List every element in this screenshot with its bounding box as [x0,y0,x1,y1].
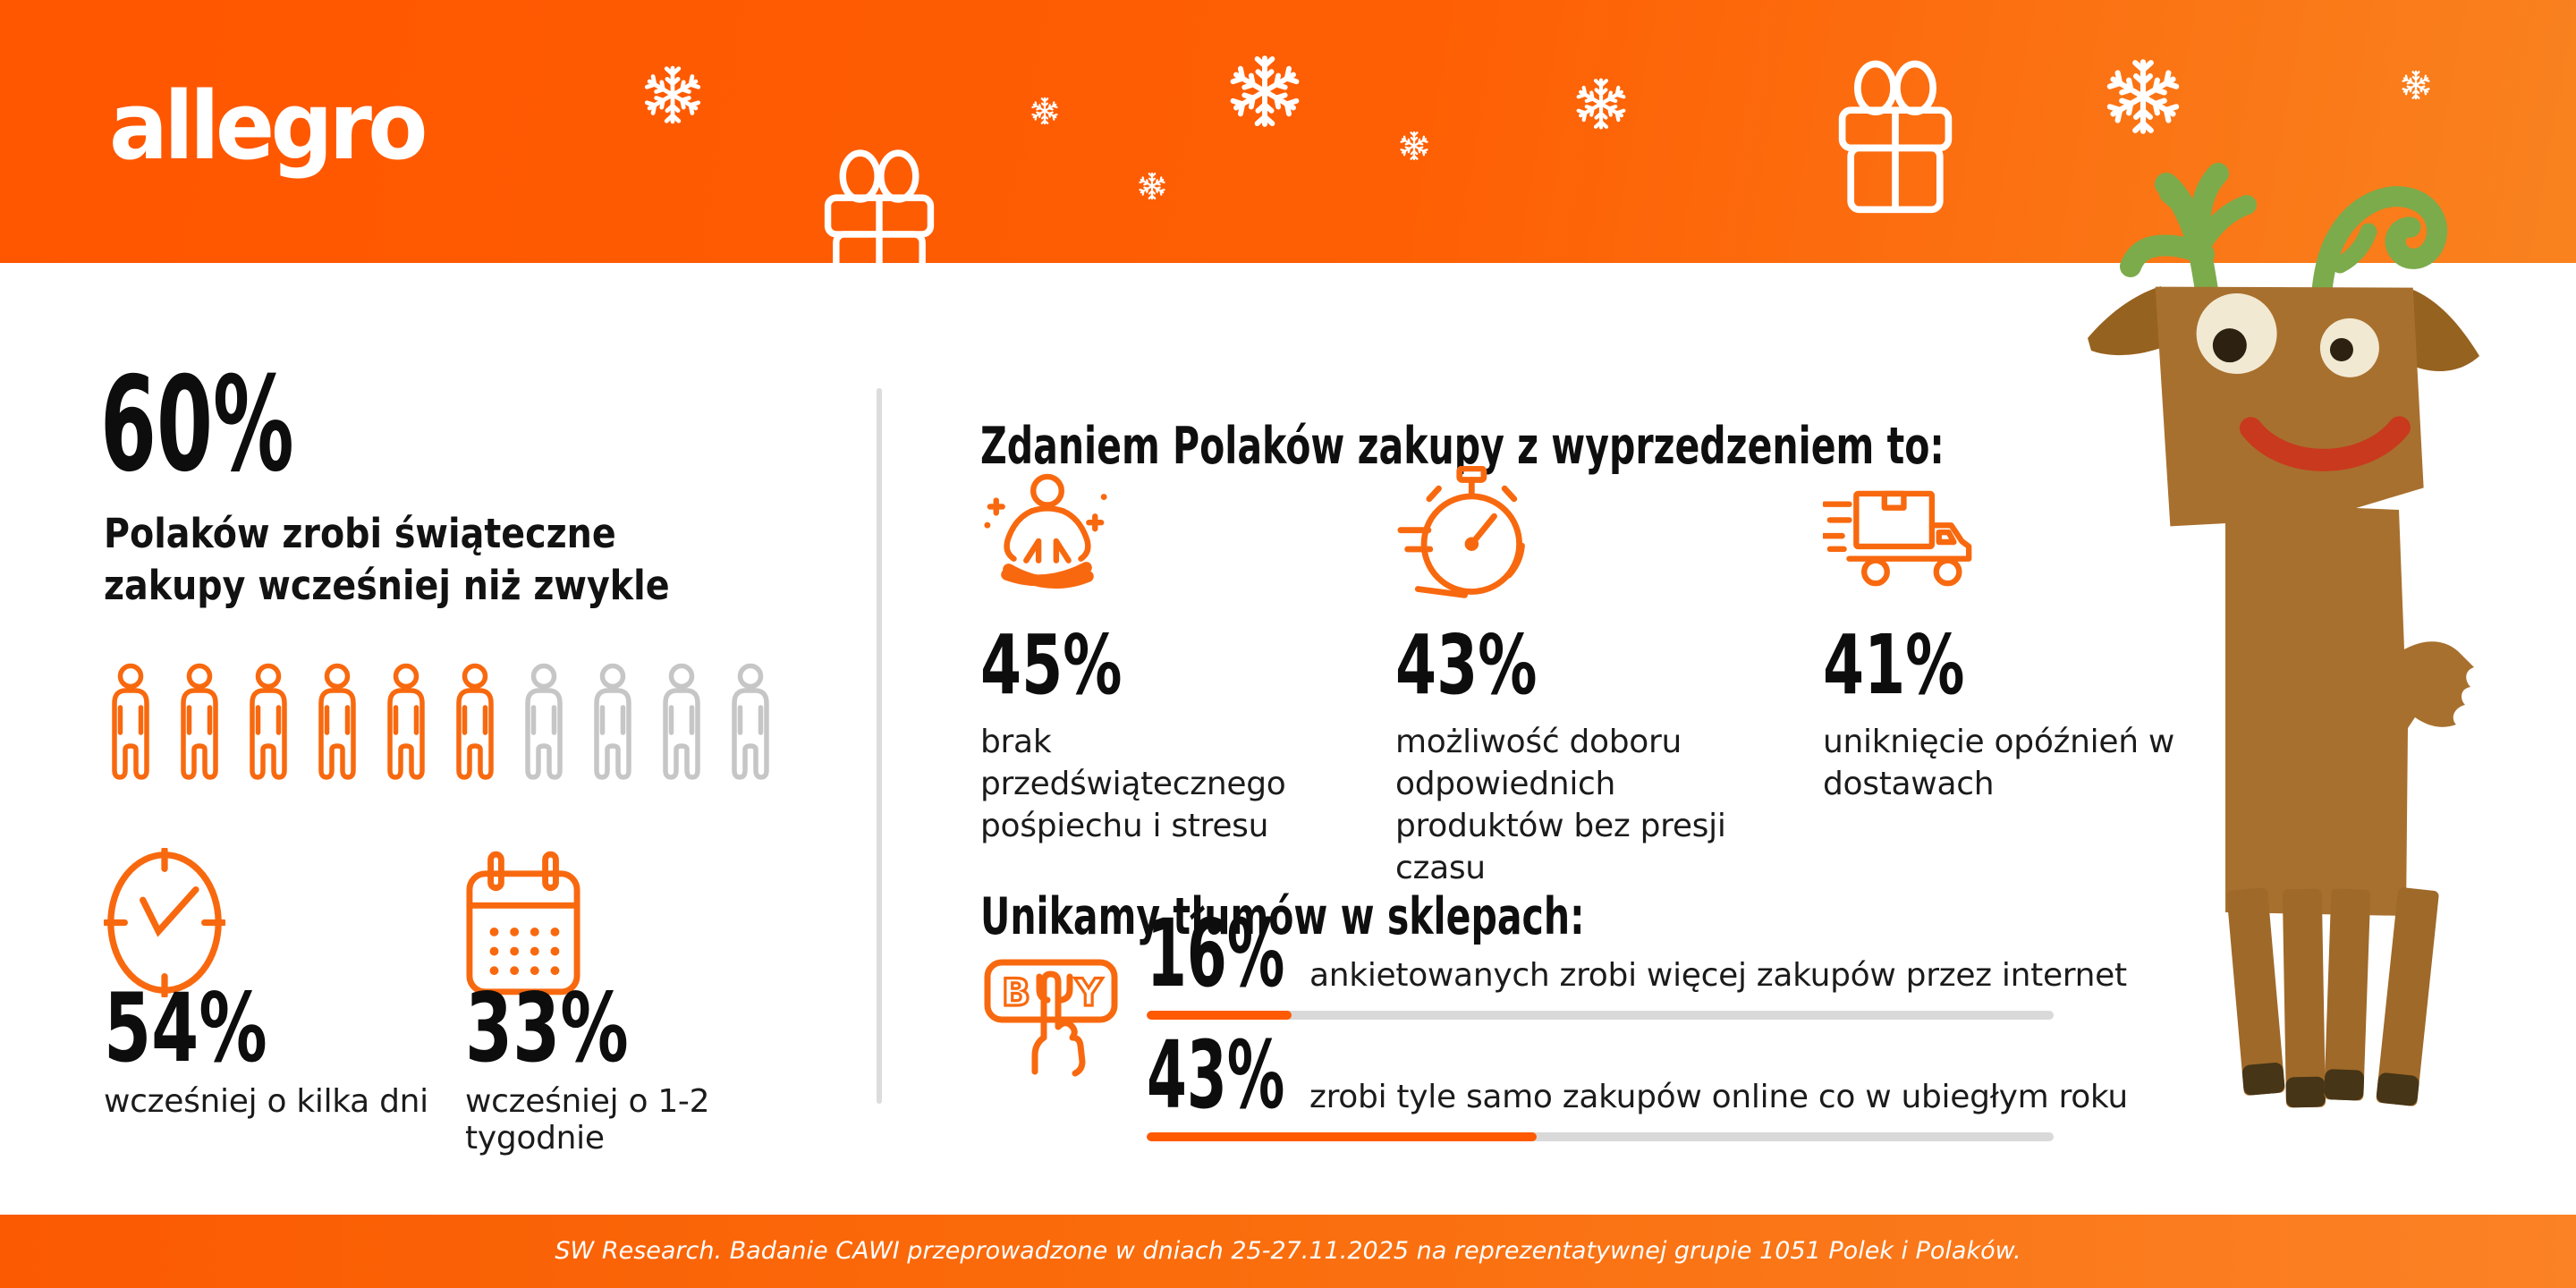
clock-icon [104,848,225,997]
allegro-logo: allegro [109,72,428,181]
online-value: 16% [1147,899,1285,1008]
svg-text:B: B [1002,970,1030,1014]
snowflake-icon [1399,131,1429,161]
gift-icon [809,143,950,263]
hero-value: 60% [100,349,294,501]
top-banner: allegro [0,0,2576,263]
meditation-icon [984,473,1107,589]
reason-value: 43% [1395,617,1538,713]
snowflake-icon [642,64,703,125]
snowflake-icon [2104,57,2182,136]
substat-label: wcześniej o kilka dni [104,1083,428,1120]
delivery-truck-icon [1823,490,1972,587]
person-icon [732,663,769,780]
online-label: zrobi tyle samo zakupów online co w ubie… [1309,1079,2128,1115]
reason-value: 45% [980,617,1123,713]
person-icon [318,663,356,780]
source-footer: SW Research. Badanie CAWI przeprowadzone… [0,1215,2576,1288]
snowflake-icon [2401,70,2431,100]
person-icon [525,663,563,780]
svg-text:Y: Y [1074,970,1103,1014]
reindeer-illustration [2088,163,2479,1108]
progress-bar-fill [1147,1011,1292,1020]
pictogram-people-row [102,662,779,785]
progress-bar [1147,1132,2054,1141]
vertical-divider [877,388,882,1104]
snowflake-icon [1030,97,1059,125]
online-label: ankietowanych zrobi więcej zakupów przez… [1309,957,2127,994]
substat-value: 33% [465,973,629,1083]
reason-label: możliwość doboru odpowiednich produktów … [1395,724,1726,886]
person-icon [387,663,425,780]
stopwatch-icon [1397,466,1525,598]
person-icon [663,663,700,780]
snowflake-icon [1574,77,1628,131]
person-icon [594,663,631,780]
substat-value: 54% [104,973,267,1083]
buy-button-icon: B Y [984,959,1118,1077]
person-icon [112,663,149,780]
reason-card-choice: 43% możliwość doboru odpowiednich produk… [1395,466,1807,889]
online-row: 43% zrobi tyle samo zakupów online co w … [1147,1021,2128,1141]
substat-days: 54% wcześniej o kilka dni [104,848,479,1120]
progress-bar-fill [1147,1132,1538,1141]
substat-weeks: 33% wcześniej o 1-2 tygodnie [465,848,841,1157]
reason-label: uniknięcie opóźnień w dostawach [1823,724,2175,802]
online-title: Unikamy tłumów w sklepach: [980,887,1585,947]
reason-label: brak przedświątecznego pośpiechu i stres… [980,724,1286,844]
person-icon [456,663,494,780]
online-rows: 16% ankietowanych zrobi więcej zakupów p… [1147,899,2128,1141]
online-row: 16% ankietowanych zrobi więcej zakupów p… [1147,899,2127,1020]
hero-title: Polaków zrobi świąteczne zakupy wcześnie… [104,510,670,609]
calendar-icon [466,851,580,996]
person-icon [181,663,218,780]
reason-card-delivery: 41% uniknięcie opóźnień w dostawach [1823,469,2234,805]
reason-card-calm: 45% brak przedświątecznego pośpiechu i s… [980,469,1392,847]
snowflake-icon [1138,172,1166,200]
progress-bar [1147,1011,2054,1020]
reason-value: 41% [1823,617,1965,713]
online-value: 43% [1147,1021,1285,1130]
snowflake-icon [1227,54,1302,129]
person-icon [250,663,287,780]
substat-label: wcześniej o 1-2 tygodnie [465,1083,710,1157]
source-note: SW Research. Badanie CAWI przeprowadzone… [555,1237,2021,1265]
gift-icon [1823,54,1968,216]
